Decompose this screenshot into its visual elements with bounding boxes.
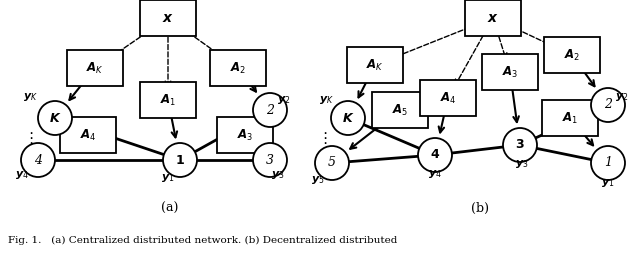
Text: $\boldsymbol{y}_{5}$: $\boldsymbol{y}_{5}$ [311,174,325,186]
Text: 3: 3 [266,153,274,166]
Text: $\boldsymbol{A}_{4}$: $\boldsymbol{A}_{4}$ [440,90,456,106]
Text: $\boldsymbol{y}_{2}$: $\boldsymbol{y}_{2}$ [615,91,628,103]
FancyBboxPatch shape [67,50,123,86]
Text: $\boldsymbol{3}$: $\boldsymbol{3}$ [515,139,525,152]
Text: $\boldsymbol{A}_{K}$: $\boldsymbol{A}_{K}$ [86,60,104,76]
Text: $\boldsymbol{y}_{3}$: $\boldsymbol{y}_{3}$ [515,158,529,170]
Text: 2: 2 [266,103,274,116]
Circle shape [331,101,365,135]
Circle shape [591,146,625,180]
FancyBboxPatch shape [420,80,476,116]
Text: $\boldsymbol{A}_{1}$: $\boldsymbol{A}_{1}$ [562,110,578,126]
Text: $\boldsymbol{A}_{1}$: $\boldsymbol{A}_{1}$ [160,93,176,108]
FancyBboxPatch shape [347,47,403,83]
Text: $\boldsymbol{y}_{K}$: $\boldsymbol{y}_{K}$ [22,91,38,103]
FancyBboxPatch shape [210,50,266,86]
Circle shape [418,138,452,172]
FancyBboxPatch shape [140,0,196,36]
Text: $\boldsymbol{x}$: $\boldsymbol{x}$ [487,11,499,25]
Text: (b): (b) [471,202,489,214]
FancyBboxPatch shape [372,92,428,128]
Text: $\boldsymbol{4}$: $\boldsymbol{4}$ [430,148,440,161]
Circle shape [38,101,72,135]
Text: $\boldsymbol{y}_{3}$: $\boldsymbol{y}_{3}$ [271,169,285,181]
Text: $\boldsymbol{y}_{1}$: $\boldsymbol{y}_{1}$ [601,177,615,189]
Text: $\boldsymbol{y}_{4}$: $\boldsymbol{y}_{4}$ [428,168,442,180]
Circle shape [163,143,197,177]
Text: $\boldsymbol{x}$: $\boldsymbol{x}$ [162,11,174,25]
Text: $\boldsymbol{A}_{2}$: $\boldsymbol{A}_{2}$ [564,47,580,63]
Circle shape [253,143,287,177]
Text: $\boldsymbol{A}_{5}$: $\boldsymbol{A}_{5}$ [392,102,408,118]
Text: 4: 4 [34,153,42,166]
Text: $\boldsymbol{y}_{4}$: $\boldsymbol{y}_{4}$ [15,169,29,181]
Text: $\vdots$: $\vdots$ [317,130,327,146]
Text: $\boldsymbol{1}$: $\boldsymbol{1}$ [175,153,185,166]
FancyBboxPatch shape [544,37,600,73]
Circle shape [591,88,625,122]
FancyBboxPatch shape [60,117,116,153]
Text: $\vdots$: $\vdots$ [23,130,33,146]
FancyBboxPatch shape [217,117,273,153]
Text: (a): (a) [161,202,179,214]
FancyBboxPatch shape [542,100,598,136]
Circle shape [253,93,287,127]
Text: $\boldsymbol{A}_{3}$: $\boldsymbol{A}_{3}$ [502,64,518,80]
Text: $\boldsymbol{A}_{2}$: $\boldsymbol{A}_{2}$ [230,60,246,76]
Text: 5: 5 [328,157,336,170]
Text: $\boldsymbol{K}$: $\boldsymbol{K}$ [342,112,354,125]
FancyBboxPatch shape [482,54,538,90]
Text: $\boldsymbol{A}_{K}$: $\boldsymbol{A}_{K}$ [366,57,384,73]
FancyBboxPatch shape [465,0,521,36]
Text: 1: 1 [604,157,612,170]
Circle shape [315,146,349,180]
FancyBboxPatch shape [140,82,196,118]
Circle shape [21,143,55,177]
Text: $\boldsymbol{K}$: $\boldsymbol{K}$ [49,112,61,125]
Text: $\boldsymbol{y}_{2}$: $\boldsymbol{y}_{2}$ [277,94,291,106]
Text: Fig. 1.   (a) Centralized distributed network. (b) Decentralized distributed: Fig. 1. (a) Centralized distributed netw… [8,236,397,245]
Text: $\boldsymbol{y}_{K}$: $\boldsymbol{y}_{K}$ [319,94,333,106]
Text: $\boldsymbol{A}_{3}$: $\boldsymbol{A}_{3}$ [237,127,253,142]
Text: $\boldsymbol{A}_{4}$: $\boldsymbol{A}_{4}$ [79,127,97,142]
Text: $\boldsymbol{y}_{1}$: $\boldsymbol{y}_{1}$ [161,172,175,184]
Text: 2: 2 [604,99,612,112]
Circle shape [503,128,537,162]
